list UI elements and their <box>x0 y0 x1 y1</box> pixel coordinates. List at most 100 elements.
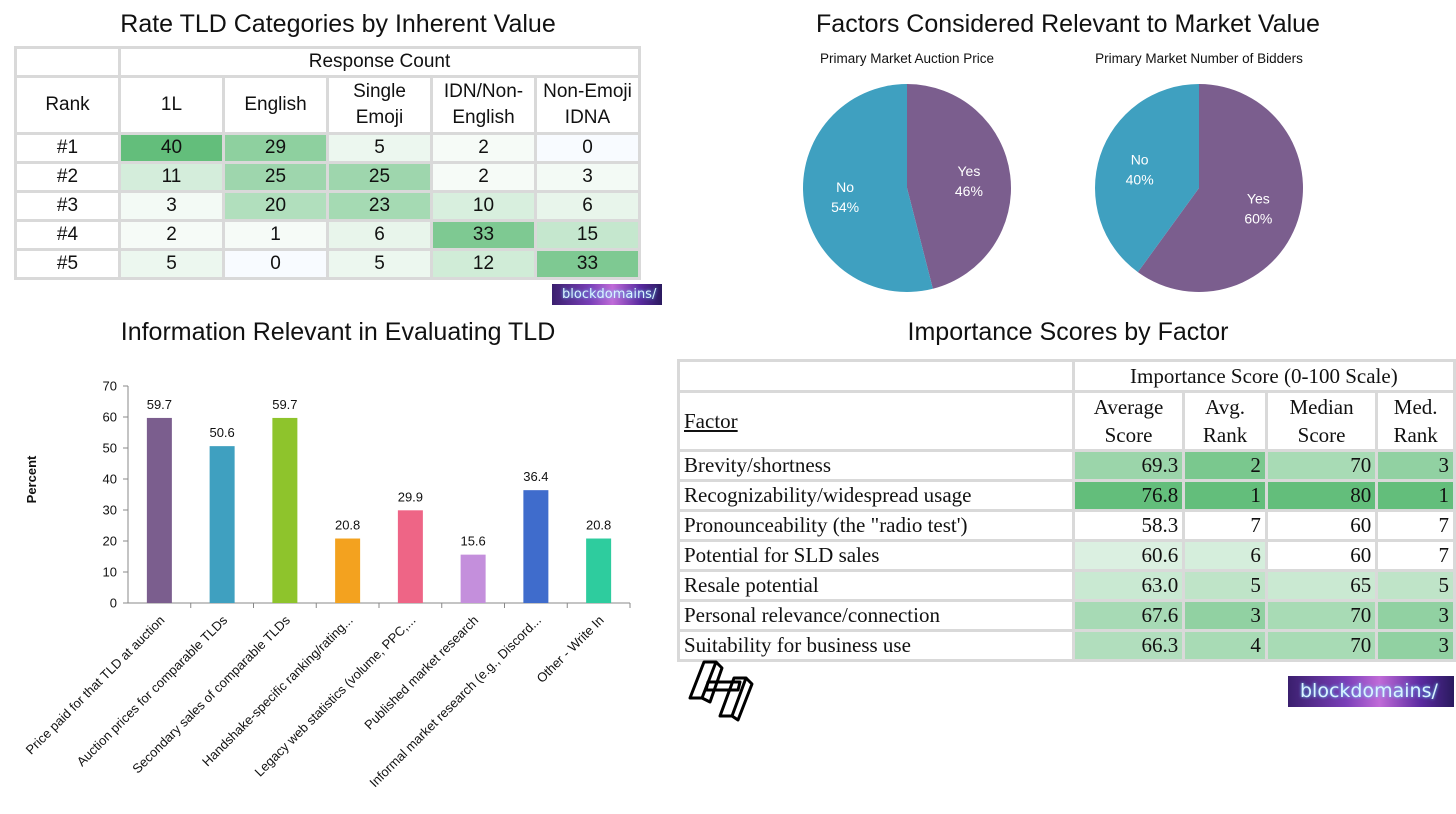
pie-slice-value: 40% <box>1126 172 1154 188</box>
rank-count-cell: 29 <box>225 135 326 161</box>
rank-count-cell: 15 <box>537 222 638 248</box>
rank-label: #4 <box>17 222 118 248</box>
pie-slice-label: No <box>1131 152 1149 168</box>
importance-col-header: Med. Rank <box>1378 393 1453 449</box>
importance-score-cell: 6 <box>1185 542 1265 569</box>
bar <box>146 417 172 603</box>
pie-slice-label: Yes <box>1247 190 1270 206</box>
rank-count-cell: 1 <box>225 222 326 248</box>
y-tick-label: 20 <box>103 534 117 549</box>
rank-count-cell: 20 <box>225 193 326 219</box>
rank-count-cell: 12 <box>433 251 534 277</box>
importance-col-header-line: Score <box>1104 423 1153 447</box>
rank-row: #5 5 0 5 12 33 <box>17 251 638 277</box>
y-tick-label: 70 <box>103 379 117 394</box>
importance-col-header-line: Rank <box>1393 423 1438 447</box>
rank-col-header: English <box>225 78 326 132</box>
bar <box>272 417 298 603</box>
bar-value-label: 36.4 <box>523 469 548 484</box>
importance-score-cell: 7 <box>1185 512 1265 539</box>
pie-title: Primary Market Number of Bidders <box>1095 51 1303 66</box>
importance-score-cell: 3 <box>1378 452 1453 479</box>
importance-col-header: Avg. Rank <box>1185 393 1265 449</box>
importance-row: Resale potential 63.0 5 65 5 <box>680 572 1453 599</box>
importance-score-cell: 65 <box>1267 572 1376 599</box>
importance-col-header: Median Score <box>1267 393 1376 449</box>
importance-score-cell: 80 <box>1267 482 1376 509</box>
y-tick-label: 10 <box>103 565 117 580</box>
rank-count-cell: 5 <box>329 251 430 277</box>
x-category-label: Price paid for that TLD at auction <box>23 613 168 758</box>
factor-label: Resale potential <box>680 572 1072 599</box>
bar <box>335 538 361 603</box>
rank-label: #1 <box>17 135 118 161</box>
bar-value-label: 29.9 <box>398 489 423 504</box>
importance-row: Suitability for business use 66.3 4 70 3 <box>680 632 1453 659</box>
importance-score-cell: 7 <box>1378 512 1453 539</box>
importance-table-corner <box>680 362 1072 390</box>
rank-col-header: Non-Emoji IDNA <box>537 78 638 132</box>
factor-header: Factor <box>680 393 1072 449</box>
handshake-logo-icon <box>688 660 754 722</box>
rank-header: Rank <box>17 78 118 132</box>
rank-label: #3 <box>17 193 118 219</box>
rank-count-cell: 25 <box>225 164 326 190</box>
importance-table: Importance Score (0-100 Scale) Factor Av… <box>677 359 1456 662</box>
importance-score-cell: 2 <box>1185 452 1265 479</box>
pie-slice <box>1137 84 1303 292</box>
y-tick-label: 30 <box>103 503 117 518</box>
pie-slice <box>803 84 933 292</box>
importance-row: Potential for SLD sales 60.6 6 60 7 <box>680 542 1453 569</box>
rank-label: #2 <box>17 164 118 190</box>
rank-count-cell: 3 <box>537 164 638 190</box>
importance-score-cell: 70 <box>1267 452 1376 479</box>
factor-label: Potential for SLD sales <box>680 542 1072 569</box>
importance-col-header-line: Average <box>1093 395 1164 419</box>
rank-col-header-line: Single <box>353 81 406 102</box>
rank-count-cell: 23 <box>329 193 430 219</box>
brand-logo-large: blockdomains/ <box>1288 676 1454 707</box>
importance-col-header: Average Score <box>1074 393 1183 449</box>
bar <box>460 554 486 603</box>
importance-score-cell: 3 <box>1378 632 1453 659</box>
factor-label: Recognizability/widespread usage <box>680 482 1072 509</box>
rank-col-header: Single Emoji <box>329 78 430 132</box>
bar <box>523 490 549 603</box>
importance-col-header-line: Med. <box>1393 395 1438 419</box>
importance-col-header-line: Rank <box>1202 423 1248 447</box>
rank-col-header-line: Emoji <box>355 107 404 128</box>
bar-value-label: 50.6 <box>209 425 234 440</box>
factor-label: Personal relevance/connection <box>680 602 1072 629</box>
importance-score-cell: 3 <box>1378 602 1453 629</box>
y-tick-label: 40 <box>103 472 117 487</box>
y-axis-label: Percent <box>24 455 39 503</box>
bar <box>209 446 235 603</box>
pie-slice-value: 54% <box>831 199 859 215</box>
rank-count-cell: 2 <box>433 164 534 190</box>
pie-charts: Primary Market Auction Price Yes 46% No 54% P… <box>803 51 1303 292</box>
bar-value-label: 20.8 <box>335 518 360 533</box>
rank-col-header: IDN/Non- English <box>433 78 534 132</box>
importance-score-cell: 5 <box>1378 572 1453 599</box>
rank-label: #5 <box>17 251 118 277</box>
rank-count-cell: 33 <box>433 222 534 248</box>
importance-row: Personal relevance/connection 67.6 3 70 3 <box>680 602 1453 629</box>
importance-col-header-line: Median <box>1289 395 1354 419</box>
factor-label: Brevity/shortness <box>680 452 1072 479</box>
pie-slice-value: 60% <box>1244 210 1272 226</box>
importance-score-cell: 5 <box>1185 572 1265 599</box>
rank-count-cell: 6 <box>329 222 430 248</box>
rank-count-cell: 5 <box>329 135 430 161</box>
pie-slice-value: 46% <box>955 183 983 199</box>
importance-score-cell: 1 <box>1185 482 1265 509</box>
rank-col-header-line: Non-Emoji <box>543 81 632 102</box>
rank-row: #3 3 20 23 10 6 <box>17 193 638 219</box>
rank-count-cell: 2 <box>121 222 222 248</box>
pie-slice-label: Yes <box>957 163 980 179</box>
importance-row: Brevity/shortness 69.3 2 70 3 <box>680 452 1453 479</box>
rank-count-cell: 6 <box>537 193 638 219</box>
rank-row: #4 2 1 6 33 15 <box>17 222 638 248</box>
importance-table-group-header: Importance Score (0-100 Scale) <box>1074 362 1453 390</box>
importance-score-cell: 58.3 <box>1074 512 1183 539</box>
bar <box>586 538 612 603</box>
